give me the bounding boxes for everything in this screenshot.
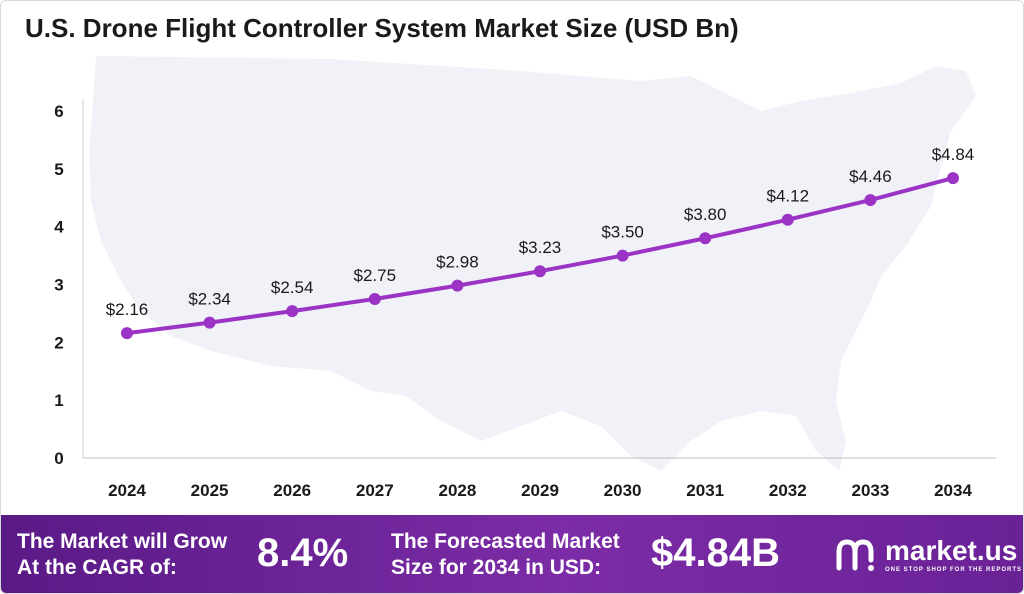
y-tick-label: 2 [54,333,63,352]
data-point [451,279,464,292]
chart-title: U.S. Drone Flight Controller System Mark… [25,13,739,43]
x-tick-label: 2030 [604,481,642,500]
data-label: $2.34 [188,290,231,309]
data-label: $4.46 [849,167,892,186]
brand-name: market.us [885,535,1018,566]
x-tick-label: 2027 [356,481,394,500]
cagr-value: 8.4% [257,531,349,575]
line-chart: 0 1 2 3 4 5 6 2024 2025 2026 2027 2028 2029 2030 2031 2… [54,56,996,500]
market-us-logo-icon [836,539,874,571]
data-point [121,327,133,340]
data-label: $3.23 [519,238,562,257]
footer-banner: The Market will Grow At the CAGR of: 8.4… [1,515,1023,593]
data-point [368,292,381,305]
forecast-value: $4.84B [651,531,780,575]
x-tick-label: 2033 [851,481,889,500]
data-point [781,213,794,226]
y-tick-label: 4 [54,218,64,237]
x-tick-label: 2029 [521,481,559,500]
x-tick-label: 2034 [934,481,972,500]
brand-logo: market.us ONE STOP SHOP FOR THE REPORTS [835,537,1022,573]
data-label: $3.80 [684,205,727,224]
data-label: $4.84 [932,145,975,164]
x-tick-label: 2031 [686,481,724,500]
y-tick-label: 6 [54,102,63,121]
data-label: $2.98 [436,253,479,272]
data-label: $2.54 [271,278,314,297]
y-tick-label: 0 [54,449,63,468]
data-label: $2.16 [106,300,149,319]
data-point [864,194,877,207]
x-tick-label: 2032 [769,481,807,500]
data-label: $3.50 [601,223,644,242]
x-tick-label: 2028 [438,481,476,500]
y-tick-label: 3 [54,276,63,295]
data-label: $2.75 [354,266,397,285]
data-point [616,249,629,262]
data-point [286,305,299,318]
data-point [203,316,216,329]
data-point [947,172,959,185]
brand-tagline: ONE STOP SHOP FOR THE REPORTS [885,567,1023,573]
us-map-background [89,56,976,471]
cagr-text-line2: At the CAGR of: [17,556,177,579]
forecast-text-line1: The Forecasted Market [391,530,620,553]
cagr-text-line1: The Market will Grow [17,530,228,553]
x-tick-label: 2026 [273,481,311,500]
forecast-text-line2: Size for 2034 in USD: [391,556,602,579]
y-tick-label: 1 [54,391,63,410]
y-tick-label: 5 [54,160,63,179]
x-tick-label: 2024 [108,481,146,500]
data-label: $4.12 [767,187,810,206]
x-tick-label: 2025 [191,481,229,500]
data-point [534,265,546,278]
data-point [699,232,712,245]
